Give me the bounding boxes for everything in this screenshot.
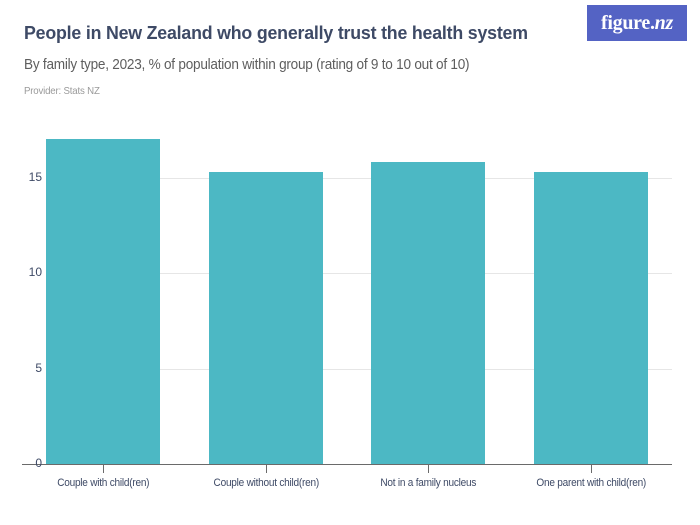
bar[interactable] (46, 139, 161, 464)
x-axis-tick (428, 465, 430, 473)
logo-text: figure.nz (601, 13, 673, 33)
x-axis-tick-label: Couple without child(ren) (213, 477, 319, 489)
x-axis-line (22, 464, 672, 465)
logo-text-main: figure. (601, 12, 655, 34)
y-gridline (50, 368, 672, 370)
x-axis-tick (265, 465, 267, 473)
x-axis-tick (103, 465, 105, 473)
x-axis-tick-label: Not in a family nucleus (380, 477, 477, 489)
x-axis-tick (590, 465, 592, 473)
chart-header: People in New Zealand who generally trus… (0, 0, 700, 110)
y-gridline (50, 177, 672, 179)
bar[interactable] (533, 171, 648, 464)
x-axis-tick-label: Couple with child(ren) (57, 477, 150, 489)
y-gridline (50, 273, 672, 275)
bar[interactable] (208, 171, 323, 464)
y-axis-tick-label: 15 (28, 169, 42, 184)
logo-text-suffix: nz (654, 12, 674, 34)
x-axis-tick-label: One parent with child(ren) (535, 477, 646, 489)
figure-nz-logo[interactable]: figure.nz (587, 5, 687, 41)
y-axis-tick-label: 0 (35, 456, 42, 470)
y-axis-tick-label: 10 (28, 265, 42, 280)
bar[interactable] (371, 162, 486, 464)
chart-subtitle: By family type, 2023, % of population wi… (24, 57, 470, 73)
data-provider-label: Provider: Stats NZ (24, 86, 100, 97)
y-axis-tick-label: 5 (35, 360, 42, 375)
page-title: People in New Zealand who generally trus… (24, 22, 528, 43)
